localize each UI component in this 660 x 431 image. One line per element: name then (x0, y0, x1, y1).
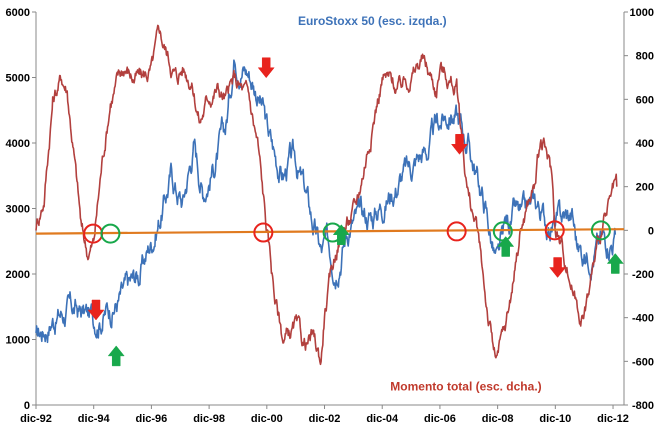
right-tick-label: -200 (632, 269, 654, 281)
series-line-eurostoxx (35, 59, 617, 344)
x-tick-label: dic-98 (193, 413, 225, 425)
label-layer: EuroStoxx 50 (esc. izqda.) Momento total … (298, 14, 542, 393)
left-axis: 0 1000 2000 3000 4000 5000 6000 (6, 7, 37, 412)
x-tick-label: dic-02 (309, 413, 341, 425)
circle-red-marker (253, 222, 274, 243)
left-tick-label: 3000 (6, 204, 30, 216)
right-tick-label: -800 (632, 400, 654, 412)
series-label-momento: Momento total (esc. dcha.) (390, 380, 541, 394)
x-tick-label: dic-04 (366, 413, 399, 425)
x-tick-label: dic-96 (136, 413, 168, 425)
series-line-momento (35, 24, 618, 366)
series-layer (35, 24, 625, 366)
arrow-up-icon (606, 253, 624, 274)
x-tick-label: dic-10 (539, 413, 571, 425)
right-tick-label: -400 (632, 313, 654, 325)
right-tick-label: 400 (636, 138, 654, 150)
x-tick-label: dic-94 (78, 413, 111, 425)
right-tick-label: 1000 (630, 7, 654, 19)
left-tick-label: 0 (24, 400, 30, 412)
arrow-down-icon (450, 134, 469, 155)
reference-line (35, 228, 625, 235)
arrow-down-icon (257, 57, 275, 79)
right-tick-label: 0 (648, 225, 654, 237)
right-axis: -800 -600 -400 -200 0 200 400 600 800 1000 (623, 7, 654, 412)
series-label-eurostoxx: EuroStoxx 50 (esc. izqda.) (298, 14, 447, 28)
circle-red-marker (544, 220, 565, 241)
arrow-down-icon (87, 299, 105, 321)
arrow-up-icon (107, 345, 125, 367)
left-tick-label: 4000 (6, 138, 30, 150)
x-tick-label: dic-00 (251, 413, 283, 425)
right-tick-label: 800 (636, 51, 654, 63)
right-tick-label: 600 (636, 94, 654, 106)
x-tick-label: dic-92 (20, 413, 52, 425)
circle-green-marker (590, 220, 611, 241)
annotation-layer (83, 57, 624, 367)
arrow-up-icon (332, 224, 350, 245)
x-axis: dic-92 dic-94 dic-96 dic-98 dic-00 dic-02 dic-… (20, 404, 629, 425)
right-tick-label: -600 (632, 356, 654, 368)
arrow-up-icon (497, 236, 515, 257)
left-tick-label: 1000 (6, 335, 30, 347)
circle-green-marker (100, 223, 121, 244)
circle-red-marker (446, 221, 467, 242)
left-tick-label: 2000 (6, 269, 30, 281)
left-tick-label: 6000 (6, 7, 30, 19)
left-tick-label: 5000 (6, 73, 30, 85)
x-tick-label: dic-06 (424, 413, 456, 425)
x-tick-label: dic-08 (482, 413, 514, 425)
right-tick-label: 200 (636, 182, 654, 194)
arrow-down-icon (549, 257, 567, 278)
x-tick-label: dic-12 (597, 413, 629, 425)
